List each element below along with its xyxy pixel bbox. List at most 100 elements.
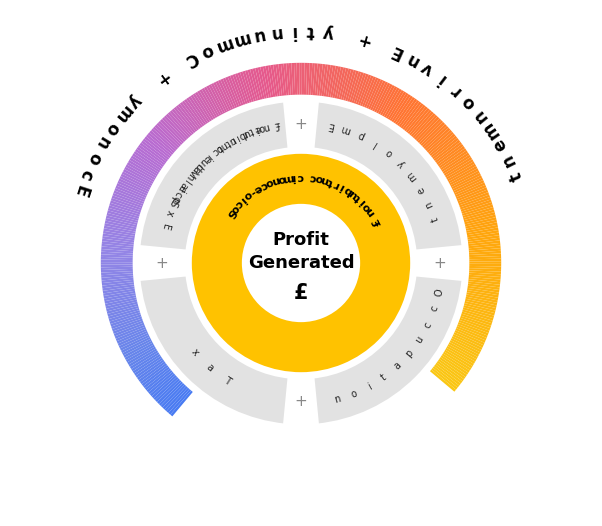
Wedge shape xyxy=(130,350,158,369)
Wedge shape xyxy=(112,195,143,208)
Wedge shape xyxy=(192,154,410,372)
Wedge shape xyxy=(376,84,393,113)
Wedge shape xyxy=(350,72,361,103)
Wedge shape xyxy=(116,186,146,200)
Wedge shape xyxy=(441,355,468,375)
Wedge shape xyxy=(370,80,386,110)
Text: i: i xyxy=(238,194,247,204)
Wedge shape xyxy=(102,284,134,291)
Wedge shape xyxy=(140,363,167,384)
Wedge shape xyxy=(141,365,169,386)
Wedge shape xyxy=(459,320,489,333)
Wedge shape xyxy=(460,316,491,328)
Text: l: l xyxy=(181,177,191,185)
Wedge shape xyxy=(129,158,158,176)
Wedge shape xyxy=(110,315,141,327)
Text: n: n xyxy=(498,150,520,169)
Wedge shape xyxy=(468,277,500,282)
Wedge shape xyxy=(107,304,138,314)
Text: t: t xyxy=(506,169,526,183)
Wedge shape xyxy=(131,352,160,371)
Wedge shape xyxy=(464,215,496,225)
Wedge shape xyxy=(459,318,490,331)
Wedge shape xyxy=(315,64,320,95)
Wedge shape xyxy=(197,90,216,119)
Wedge shape xyxy=(380,86,397,115)
Wedge shape xyxy=(112,319,143,331)
Text: u: u xyxy=(226,134,237,146)
Text: n: n xyxy=(423,199,435,209)
Wedge shape xyxy=(465,299,497,308)
Text: x: x xyxy=(163,209,175,218)
Text: +: + xyxy=(354,29,372,50)
Wedge shape xyxy=(427,130,452,153)
Text: +: + xyxy=(294,117,308,132)
Wedge shape xyxy=(255,67,264,99)
Wedge shape xyxy=(104,226,135,234)
Wedge shape xyxy=(101,265,132,267)
Text: S: S xyxy=(167,198,179,208)
Text: i: i xyxy=(176,186,185,194)
Wedge shape xyxy=(457,324,488,338)
Text: r: r xyxy=(332,179,341,190)
Wedge shape xyxy=(461,202,492,214)
Text: c: c xyxy=(297,171,303,181)
Text: t: t xyxy=(248,126,255,136)
Wedge shape xyxy=(247,69,258,101)
Wedge shape xyxy=(163,385,186,409)
Wedge shape xyxy=(469,256,501,259)
Wedge shape xyxy=(358,75,371,105)
Wedge shape xyxy=(469,268,501,272)
Wedge shape xyxy=(157,123,181,147)
Wedge shape xyxy=(469,272,501,277)
Wedge shape xyxy=(208,84,225,114)
Wedge shape xyxy=(140,143,167,164)
Wedge shape xyxy=(169,389,191,414)
Wedge shape xyxy=(428,132,454,154)
Text: +: + xyxy=(433,256,446,270)
Text: i: i xyxy=(338,182,346,193)
Text: e: e xyxy=(176,183,187,193)
Text: m: m xyxy=(281,172,294,184)
Wedge shape xyxy=(111,317,142,329)
Wedge shape xyxy=(388,92,406,120)
Wedge shape xyxy=(105,218,137,227)
Text: t: t xyxy=(216,143,225,153)
Wedge shape xyxy=(324,65,330,96)
Wedge shape xyxy=(382,87,400,116)
Text: i: i xyxy=(234,132,241,143)
Wedge shape xyxy=(419,120,443,145)
Text: n: n xyxy=(403,48,421,70)
Text: r: r xyxy=(447,80,465,99)
Wedge shape xyxy=(273,64,280,96)
Wedge shape xyxy=(422,124,447,148)
Text: y: y xyxy=(125,91,145,112)
Wedge shape xyxy=(400,102,421,128)
Text: c: c xyxy=(210,146,220,157)
Wedge shape xyxy=(166,388,190,413)
Text: t: t xyxy=(353,193,363,204)
Wedge shape xyxy=(148,372,174,394)
Wedge shape xyxy=(270,65,278,97)
Wedge shape xyxy=(343,69,353,100)
Wedge shape xyxy=(202,88,219,117)
Wedge shape xyxy=(116,183,147,198)
Wedge shape xyxy=(466,295,498,303)
Text: t: t xyxy=(224,137,232,148)
Wedge shape xyxy=(101,274,133,278)
Wedge shape xyxy=(326,65,333,97)
Text: m: m xyxy=(479,117,503,142)
Text: C: C xyxy=(182,48,201,69)
Wedge shape xyxy=(211,83,227,113)
Wedge shape xyxy=(126,345,155,362)
Wedge shape xyxy=(308,63,312,95)
Wedge shape xyxy=(404,105,426,132)
Text: m: m xyxy=(213,33,235,56)
Wedge shape xyxy=(433,366,459,388)
Text: n: n xyxy=(262,120,270,132)
Wedge shape xyxy=(145,368,171,390)
Text: p: p xyxy=(169,195,181,205)
Wedge shape xyxy=(184,99,205,126)
Wedge shape xyxy=(395,97,415,125)
Wedge shape xyxy=(110,312,141,324)
